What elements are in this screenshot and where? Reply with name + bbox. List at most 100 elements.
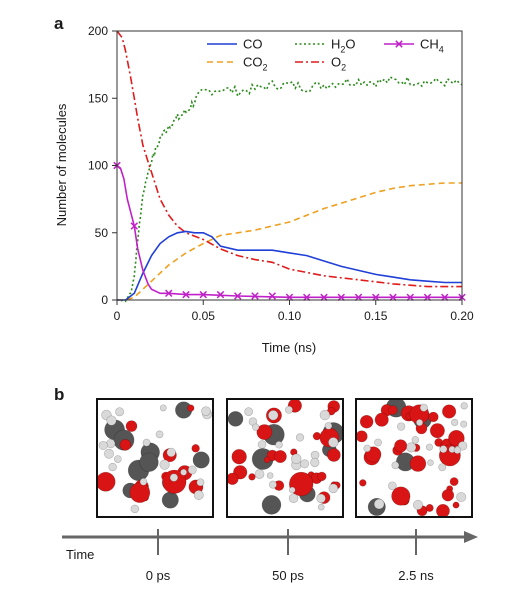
legend-marker <box>395 40 403 48</box>
atom <box>394 439 408 453</box>
marker-stroke <box>182 290 190 299</box>
atom <box>288 493 299 504</box>
atom <box>244 407 254 417</box>
legend-item-co2: CO2 <box>207 55 268 73</box>
atom <box>391 461 400 470</box>
series-marker-ch4 <box>303 293 311 302</box>
axes: 0 50 100 150 200 0 0.05 0.10 0.15 0.20 <box>88 24 474 323</box>
atom <box>191 444 200 453</box>
atom <box>428 411 439 423</box>
series-marker-ch4 <box>216 290 225 299</box>
series-line-ch4 <box>116 164 462 299</box>
x-tick-label: 0 <box>114 309 121 323</box>
atom <box>139 478 148 486</box>
atom <box>452 501 460 509</box>
atom <box>327 448 341 462</box>
atom <box>457 441 468 451</box>
atom <box>98 440 108 450</box>
atom <box>266 472 274 479</box>
series-marker-ch4 <box>130 222 138 230</box>
atom <box>108 462 117 472</box>
atom <box>291 453 302 465</box>
marker-stroke <box>354 293 363 302</box>
y-tick-label: 150 <box>88 91 108 105</box>
atom <box>193 490 204 500</box>
atom <box>256 424 273 440</box>
series-line-h2o <box>116 74 463 303</box>
atom <box>357 430 368 443</box>
atom <box>373 498 385 510</box>
plot-area <box>113 30 466 303</box>
atom <box>442 404 457 419</box>
atom <box>201 406 211 417</box>
marker-stroke <box>389 293 397 302</box>
atom <box>300 459 310 469</box>
atom <box>115 407 125 417</box>
atom <box>425 503 434 512</box>
series-marker-ch4 <box>389 293 397 302</box>
atom <box>142 438 151 447</box>
atom <box>425 443 433 451</box>
panel-b-label: b <box>54 385 65 404</box>
atom <box>388 405 398 415</box>
atom <box>139 452 159 472</box>
atom <box>439 445 448 454</box>
atom <box>397 422 406 431</box>
atom <box>98 471 116 492</box>
timeline: Time 0 ps 50 ps 2.5 ns <box>62 529 478 583</box>
atom <box>427 459 434 466</box>
series-marker-ch4 <box>234 292 242 300</box>
plot-frame <box>116 30 463 301</box>
atom <box>113 455 122 463</box>
snapshot-50ps <box>226 398 344 518</box>
atom <box>187 465 197 475</box>
timeline-tick-label-2: 2.5 ns <box>398 568 434 583</box>
atom <box>460 420 468 428</box>
atom <box>129 482 151 503</box>
series-marker-ch4 <box>199 290 207 299</box>
series-marker-ch4 <box>251 292 259 300</box>
legend-label: H2O <box>331 37 356 55</box>
series-marker-ch4 <box>268 292 276 300</box>
marker-stroke <box>268 292 276 300</box>
atom <box>453 446 462 455</box>
atom <box>441 489 455 502</box>
y-tick-label: 200 <box>88 24 108 38</box>
atom <box>119 439 132 451</box>
atom <box>413 499 423 510</box>
atom <box>374 412 389 427</box>
atom <box>180 468 188 476</box>
series-marker-ch4 <box>423 293 432 302</box>
atom <box>415 418 424 427</box>
atom <box>388 481 397 491</box>
timeline-tick-label-1: 50 ps <box>272 568 304 583</box>
series-marker-ch4 <box>165 289 173 298</box>
atom <box>196 478 205 487</box>
x-tick-label: 0.10 <box>278 309 302 323</box>
atom <box>312 432 322 441</box>
series-marker-ch4 <box>441 293 449 302</box>
x-tick-label: 0.05 <box>192 309 216 323</box>
legend-label: O2 <box>331 55 346 73</box>
legend-item-h2o: H2O <box>295 37 356 55</box>
atom <box>324 422 333 430</box>
atom <box>159 459 170 470</box>
marker-stroke <box>251 292 259 300</box>
y-tick-label: 100 <box>88 159 108 173</box>
atom <box>169 473 179 482</box>
marker-stroke <box>406 293 414 302</box>
atom <box>295 433 305 442</box>
atom <box>231 449 247 465</box>
legend-item-ch4: CH4 <box>384 37 444 55</box>
atom <box>359 479 367 487</box>
atom <box>228 411 244 427</box>
atom <box>159 404 167 412</box>
atom <box>267 409 279 421</box>
atom <box>328 483 339 494</box>
snapshot-2p5ns-molecules <box>357 400 468 516</box>
marker-stroke <box>372 293 380 302</box>
atom <box>106 415 117 426</box>
atom <box>288 486 296 494</box>
atom <box>328 437 339 448</box>
series-marker-ch4 <box>406 293 414 302</box>
